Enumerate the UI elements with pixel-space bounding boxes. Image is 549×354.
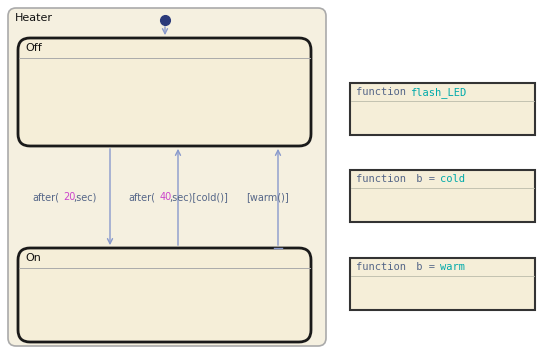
- Text: function: function: [356, 174, 412, 184]
- Text: after(: after(: [32, 192, 59, 202]
- Text: ,sec): ,sec): [74, 192, 97, 202]
- FancyBboxPatch shape: [350, 83, 535, 135]
- Text: flash_LED: flash_LED: [410, 87, 466, 98]
- Text: b =: b =: [410, 174, 441, 184]
- Text: On: On: [25, 253, 41, 263]
- FancyBboxPatch shape: [18, 248, 311, 342]
- Text: function: function: [356, 262, 412, 272]
- Text: 20: 20: [63, 192, 76, 202]
- FancyBboxPatch shape: [350, 170, 535, 222]
- Text: 40: 40: [159, 192, 171, 202]
- Text: [warm()]: [warm()]: [246, 192, 289, 202]
- FancyBboxPatch shape: [18, 38, 311, 146]
- Text: warm: warm: [440, 262, 465, 272]
- Text: b =: b =: [410, 262, 441, 272]
- Text: cold: cold: [440, 174, 465, 184]
- Text: ,sec)[cold()]: ,sec)[cold()]: [170, 192, 228, 202]
- FancyBboxPatch shape: [8, 8, 326, 346]
- Text: function: function: [356, 87, 412, 97]
- FancyBboxPatch shape: [350, 258, 535, 310]
- Text: after(: after(: [128, 192, 155, 202]
- Text: Off: Off: [25, 43, 42, 53]
- Text: Heater: Heater: [15, 13, 53, 23]
